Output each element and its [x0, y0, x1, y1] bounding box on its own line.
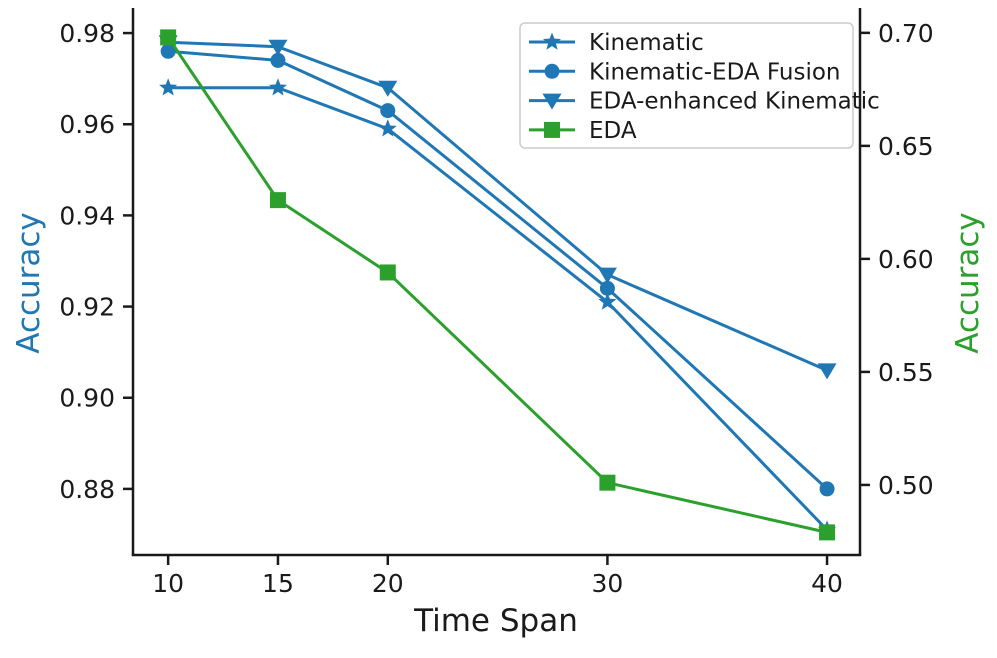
series-eda-enhanced-kinematic-marker — [378, 80, 398, 97]
x-axis-title: Time Span — [414, 603, 578, 639]
right-axis-title: Accuracy — [950, 212, 986, 354]
series-kinematic-eda-fusion-marker — [270, 52, 286, 68]
legend-label-eda-enhanced-kinematic: EDA-enhanced Kinematic — [589, 89, 880, 115]
legend-entry-eda-enhanced-kinematic: EDA-enhanced Kinematic — [529, 89, 880, 115]
series-eda-marker — [269, 192, 286, 209]
series-kinematic-marker — [598, 292, 617, 310]
legend: Kinematic Kinematic-EDA Fusion EDA-enhance… — [519, 22, 880, 149]
series-eda-marker — [819, 524, 836, 541]
right-tick-label: 0.60 — [878, 245, 934, 274]
left-tick-label: 0.96 — [59, 110, 115, 139]
series-eda-marker — [379, 264, 396, 281]
series-eda-enhanced-kinematic-marker — [268, 39, 288, 56]
x-tick-label: 40 — [811, 569, 843, 598]
right-tick-label: 0.55 — [878, 358, 934, 387]
left-axis: 0.98 0.96 0.94 0.92 0.90 0.88 — [59, 19, 133, 504]
series-kinematic-marker — [378, 119, 397, 137]
left-tick-label: 0.90 — [59, 384, 115, 413]
series-kinematic-marker — [159, 78, 178, 96]
left-axis-title: Accuracy — [11, 212, 47, 354]
legend-label-kinematic-eda-fusion: Kinematic-EDA Fusion — [589, 59, 841, 85]
series-kinematic-eda-fusion-marker — [380, 103, 396, 119]
x-tick-label: 30 — [592, 569, 624, 598]
series-eda-enhanced-kinematic-marker — [597, 267, 617, 284]
axes-spines — [131, 8, 862, 557]
series-eda-marker — [160, 29, 177, 46]
legend-sample-marker — [544, 121, 560, 138]
x-tick-label: 15 — [262, 569, 294, 598]
left-tick-label: 0.88 — [59, 475, 115, 504]
legend-entry-kinematic-eda-fusion: Kinematic-EDA Fusion — [529, 59, 841, 85]
legend-sample-marker — [542, 32, 562, 50]
series-eda-marker — [599, 474, 616, 491]
x-tick-label: 10 — [152, 569, 184, 598]
left-tick-label: 0.94 — [59, 201, 115, 230]
series-kinematic-eda-fusion-marker — [819, 481, 835, 497]
x-axis: 10 15 20 30 40 — [152, 555, 843, 598]
series-eda-enhanced-kinematic-marker — [817, 363, 837, 380]
legend-entry-kinematic: Kinematic — [529, 30, 704, 56]
series-kinematic-line — [166, 86, 829, 532]
legend-frame — [519, 22, 854, 149]
legend-sample-marker — [542, 93, 562, 110]
right-axis: 0.70 0.65 0.60 0.55 0.50 — [860, 19, 934, 500]
left-tick-label: 0.98 — [59, 19, 115, 48]
legend-sample-marker — [544, 63, 560, 79]
right-tick-label: 0.70 — [878, 19, 934, 48]
series-kinematic-eda-fusion — [160, 43, 835, 497]
right-tick-label: 0.50 — [878, 471, 934, 500]
series-kinematic-marker — [268, 78, 287, 96]
legend-label-kinematic: Kinematic — [589, 30, 704, 56]
left-tick-label: 0.92 — [59, 293, 115, 322]
series-eda — [160, 29, 836, 541]
right-tick-label: 0.65 — [878, 132, 934, 161]
legend-entry-eda: EDA — [529, 118, 637, 144]
series-kinematic-eda-fusion-marker — [160, 43, 176, 59]
x-tick-label: 20 — [372, 569, 404, 598]
series-kinematic-eda-fusion-marker — [599, 280, 615, 296]
legend-label-eda: EDA — [589, 118, 637, 144]
